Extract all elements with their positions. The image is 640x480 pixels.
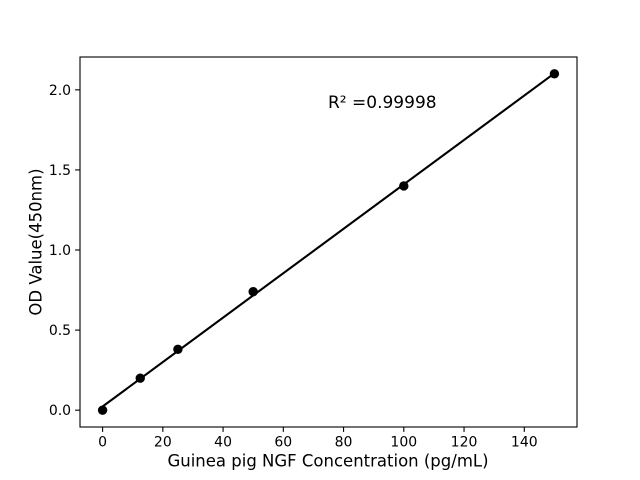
data-point [97,405,108,415]
data-point [399,181,409,191]
y-axis-label: OD Value(450nm) [26,168,46,316]
y-tick-label: 0.5 [49,323,71,339]
x-tick-label: 80 [335,435,353,451]
data-point [135,373,145,383]
plot-border [79,56,578,428]
y-tick-label: 1.5 [49,163,71,179]
x-tick-label: 40 [214,435,232,451]
r-squared-annotation: R² =0.99998 [328,93,437,113]
y-tick-label: 1.0 [49,243,71,259]
x-tick-label: 100 [390,435,417,451]
x-tick-label: 140 [511,435,538,451]
x-tick-label: 120 [451,435,478,451]
fit-line [101,72,556,408]
data-point [173,344,183,355]
data-point [549,69,560,79]
y-tick-label: 0.0 [49,403,71,419]
x-tick-label: 20 [154,435,172,451]
data-point [248,286,258,297]
x-tick-label: 0 [98,435,107,451]
x-tick-label: 60 [274,435,292,451]
y-tick-label: 2.0 [49,83,71,99]
x-axis-label: Guinea pig NGF Concentration (pg/mL) [167,451,489,471]
